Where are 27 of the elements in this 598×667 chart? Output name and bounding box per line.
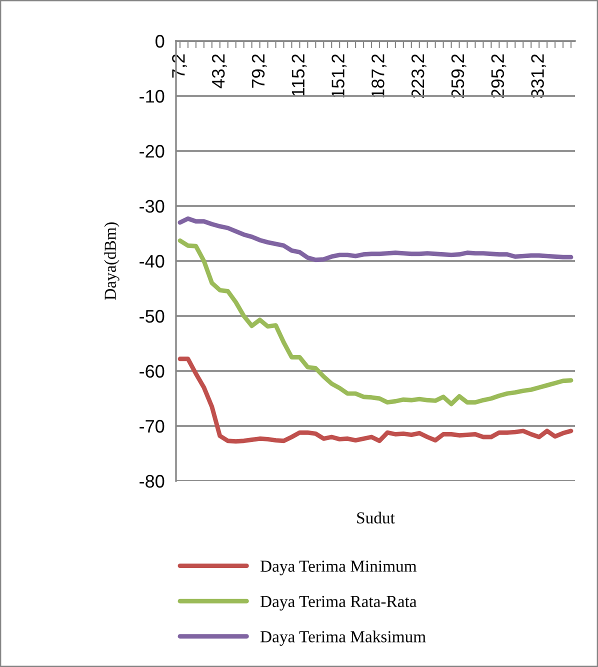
- legend-label: Daya Terima Maksimum: [260, 630, 426, 646]
- y-tick-label: -30: [140, 200, 164, 213]
- x-tick-label: 223,2: [411, 54, 426, 98]
- y-tick-label: -10: [140, 90, 164, 103]
- y-tick-label: -20: [140, 144, 164, 158]
- y-axis-title: Daya(dBm): [104, 222, 120, 300]
- y-tick-label: -40: [140, 254, 164, 268]
- y-tick-label: -60: [140, 364, 164, 378]
- y-tick-label: -50: [140, 310, 164, 323]
- line-series: [178, 216, 574, 262]
- x-tick-label: 7,2: [172, 54, 187, 78]
- x-tick-label: 187,2: [372, 54, 386, 98]
- x-tick-label: 259,2: [451, 54, 466, 98]
- x-tick-label: 43,2: [212, 54, 227, 88]
- y-tick-label: -80: [140, 474, 164, 488]
- line-series: [178, 238, 574, 406]
- line-series: [178, 356, 574, 444]
- x-tick-label: 331,2: [531, 54, 546, 98]
- x-tick-label: 115,2: [292, 54, 307, 96]
- x-tick-label: 295,2: [491, 54, 506, 98]
- x-tick-label: 79,2: [252, 54, 267, 88]
- x-axis-title: Sudut: [357, 512, 395, 524]
- legend-label: Daya Terima Minimum: [260, 560, 417, 576]
- y-tick-label: -70: [140, 420, 164, 433]
- legend-label: Daya Terima Rata-Rata: [260, 596, 417, 611]
- y-tick-label: 0: [156, 34, 164, 48]
- x-tick-label: 151,2: [332, 54, 347, 98]
